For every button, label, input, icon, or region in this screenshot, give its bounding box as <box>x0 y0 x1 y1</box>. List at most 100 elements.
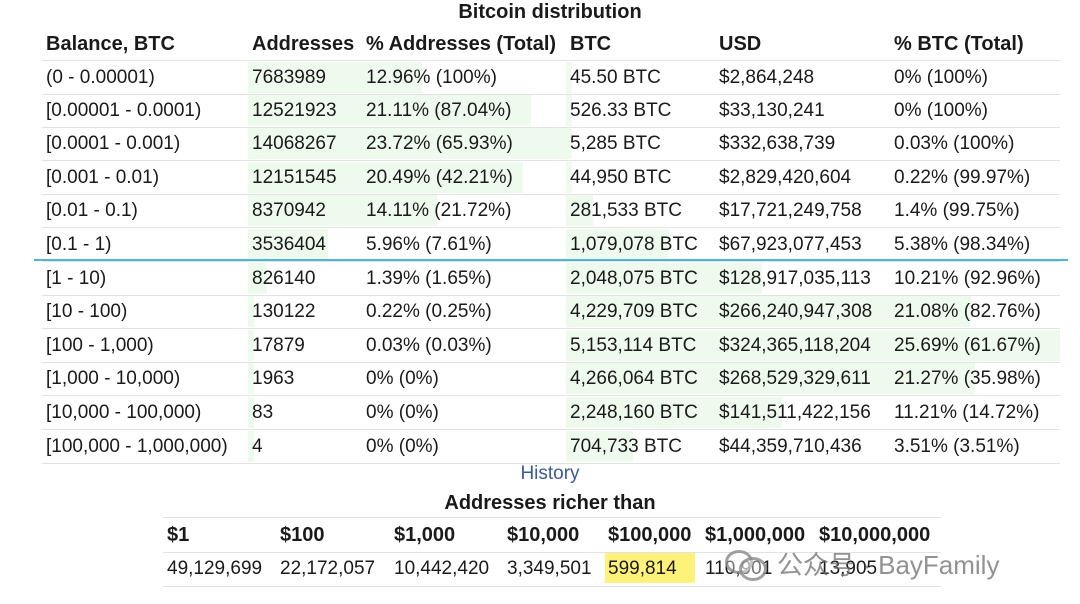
col-pct-btc-cell: 1.4% (99.75%) <box>894 200 1020 222</box>
col-addresses-cell: 83 <box>252 402 274 423</box>
col-btc-cell: 4,229,709 BTC <box>570 301 698 323</box>
col-usd-cell: $2,829,420,604 <box>719 166 852 188</box>
col-usd-cell: $266,240,947,308 <box>719 301 873 323</box>
col-usd-cell: $2,864,248 <box>719 67 815 88</box>
col-addresses-cell: 12151545 <box>252 166 337 188</box>
btc-share-bar <box>566 62 572 93</box>
col-pct-addresses-cell: 0% (0%) <box>366 368 439 390</box>
table-title: Bitcoin distribution <box>458 1 642 23</box>
btc-share-bar <box>566 128 572 160</box>
richer-header-cell: $10,000 <box>507 524 580 546</box>
history-link[interactable]: History <box>520 463 580 484</box>
col-pct-btc-cell: 3.51% (3.51%) <box>894 435 1020 457</box>
addresses-share-bar <box>248 262 267 294</box>
col-usd-cell: $33,130,241 <box>719 99 825 121</box>
col-balance-cell: [0.1 - 1) <box>46 234 112 255</box>
col-btc-cell: 45.50 BTC <box>570 67 661 88</box>
table-row: [0.001 - 0.01) 12151545 20.49% (42.21%) 44,… <box>42 161 1060 195</box>
col-addresses-cell: 4 <box>252 435 263 457</box>
col-addresses-cell: 12521923 <box>252 99 337 121</box>
header-col-pct-addresses: % Addresses (Total) <box>366 33 557 55</box>
table-row: [100,000 - 1,000,000) 4 0% (0%) 704,733 BTC… <box>42 430 1060 464</box>
col-btc-cell: 281,533 BTC <box>570 200 682 222</box>
highlight-mark <box>605 553 695 583</box>
col-btc-cell: 2,048,075 BTC <box>570 267 698 289</box>
table-row: [0.0001 - 0.001) 14068267 23.72% (65.93%) 5… <box>42 127 1060 162</box>
wechat-icon <box>725 548 771 581</box>
col-pct-btc-cell: 0.03% (100%) <box>894 133 1015 155</box>
btc-share-bar <box>566 363 975 395</box>
header-col-pct-btc: % BTC (Total) <box>894 33 1024 55</box>
addresses-share-bar <box>248 94 531 126</box>
col-pct-addresses-cell: 5.96% (7.61%) <box>366 234 492 255</box>
col-addresses-cell: 3536404 <box>252 234 326 255</box>
col-btc-cell: 5,285 BTC <box>570 133 661 155</box>
richer-header-row: $1 $100 $1,000 $10,000 $100,000 $1,000,000 $10… <box>163 517 941 553</box>
col-btc-cell: 2,248,160 BTC <box>570 402 698 423</box>
col-balance-cell: [100 - 1,000) <box>46 334 154 356</box>
richer-value-cell: 3,349,501 <box>507 558 592 579</box>
richer-header-cell: $100,000 <box>608 524 692 546</box>
btc-share-bar <box>566 229 670 260</box>
btc-share-bar <box>566 161 572 193</box>
col-balance-cell: (0 - 0.00001) <box>46 67 155 88</box>
watermark: 公众号 · BayFamily <box>725 545 999 581</box>
col-btc-cell: 5,153,114 BTC <box>570 334 697 356</box>
col-balance-cell: [1 - 10) <box>46 267 107 289</box>
table-row: [100 - 1,000) 17879 0.03% (0.03%) 5,153,114… <box>42 329 1060 363</box>
richer-header-cell: $1,000,000 <box>705 524 806 546</box>
col-pct-btc-cell: 5.38% (98.34%) <box>894 234 1031 255</box>
threshold-divider <box>34 259 1068 261</box>
col-btc-cell: 526.33 BTC <box>570 99 672 121</box>
col-btc-cell: 704,733 BTC <box>570 435 682 457</box>
header-col-usd: USD <box>719 33 762 55</box>
col-pct-btc-cell: 0% (100%) <box>894 99 988 121</box>
col-balance-cell: [0.00001 - 0.0001) <box>46 99 202 121</box>
watermark-text: 公众号 · BayFamily <box>777 549 1000 580</box>
richer-value-cell: 13,905 <box>819 558 878 579</box>
col-usd-cell: $332,638,739 <box>719 133 836 155</box>
header-col-addresses: Addresses <box>252 33 355 55</box>
col-usd-cell: $268,529,329,611 <box>719 368 871 390</box>
richer-header-cell: $10,000,000 <box>819 524 931 546</box>
addresses-share-bar <box>248 128 566 160</box>
addresses-share-bar <box>248 229 328 260</box>
col-balance-cell: [1,000 - 10,000) <box>46 368 181 390</box>
col-pct-addresses-cell: 12.96% (100%) <box>366 67 497 88</box>
richer-header-cell: $1,000 <box>394 524 456 546</box>
col-pct-addresses-cell: 20.49% (42.21%) <box>366 166 513 188</box>
col-pct-btc-cell: 21.27% (35.98%) <box>894 368 1041 390</box>
col-usd-cell: $67,923,077,453 <box>719 234 862 255</box>
col-usd-cell: $141,511,422,156 <box>719 402 871 423</box>
table-row: [0.1 - 1) 3536404 5.96% (7.61%) 1,079,078 B… <box>42 228 1060 262</box>
col-addresses-cell: 7683989 <box>252 67 326 88</box>
richer-value-cell: 22,172,057 <box>280 558 376 579</box>
btc-share-bar <box>566 430 634 462</box>
addresses-share-bar <box>248 296 254 328</box>
addresses-share-bar <box>248 430 254 462</box>
btc-share-bar <box>566 296 972 328</box>
col-pct-btc-cell: 0% (100%) <box>894 67 988 88</box>
col-balance-cell: [0.001 - 0.01) <box>46 166 160 188</box>
table-row: (0 - 0.00001) 7683989 12.96% (100%) 45.50 B… <box>42 60 1060 95</box>
col-pct-btc-cell: 10.21% (92.96%) <box>894 267 1041 289</box>
col-pct-btc-cell: 11.21% (14.72%) <box>894 402 1040 423</box>
table-row: [0.01 - 0.1) 8370942 14.11% (21.72%) 281,53… <box>42 194 1060 229</box>
col-pct-addresses-cell: 0.22% (0.25%) <box>366 301 492 323</box>
table-row: [10 - 100) 130122 0.22% (0.25%) 4,229,709 B… <box>42 295 1060 330</box>
addresses-share-bar <box>248 397 254 428</box>
richer-header-cell: $1 <box>167 524 190 546</box>
col-addresses-cell: 17879 <box>252 334 305 356</box>
col-addresses-cell: 130122 <box>252 301 316 323</box>
col-balance-cell: [10,000 - 100,000) <box>46 402 202 423</box>
addresses-share-bar <box>248 363 254 395</box>
col-pct-addresses-cell: 14.11% (21.72%) <box>366 200 512 222</box>
col-addresses-cell: 1963 <box>252 368 295 390</box>
col-balance-cell: [0.01 - 0.1) <box>46 200 138 222</box>
table-row: [0.00001 - 0.0001) 12521923 21.11% (87.04%… <box>42 94 1060 128</box>
richer-value-highlighted: 599,814 <box>608 558 677 579</box>
col-pct-addresses-cell: 0.03% (0.03%) <box>366 334 492 356</box>
btc-share-bar <box>566 195 593 227</box>
btc-share-bar <box>566 262 763 294</box>
col-btc-cell: 44,950 BTC <box>570 166 672 188</box>
